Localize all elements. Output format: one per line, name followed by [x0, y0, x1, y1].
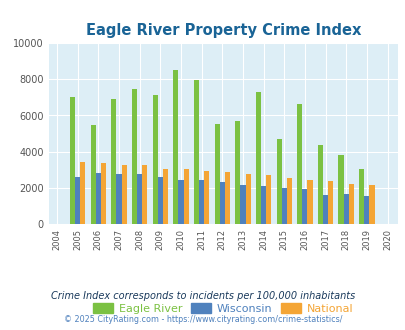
Bar [327, 181, 333, 224]
Bar [178, 180, 183, 224]
Bar [75, 177, 80, 224]
Bar [90, 124, 96, 224]
Bar [162, 169, 168, 224]
Bar [240, 185, 245, 224]
Bar [173, 70, 178, 224]
Bar [116, 174, 121, 224]
Bar [214, 124, 219, 224]
Bar [142, 165, 147, 224]
Bar [224, 172, 230, 224]
Bar [348, 183, 353, 224]
Bar [219, 182, 224, 224]
Bar [266, 176, 271, 224]
Bar [204, 171, 209, 224]
Bar [157, 177, 162, 224]
Bar [100, 163, 106, 224]
Bar [234, 121, 240, 224]
Bar [111, 99, 116, 224]
Bar [307, 180, 312, 224]
Bar [152, 95, 157, 224]
Bar [70, 97, 75, 224]
Bar [338, 155, 343, 224]
Bar [281, 188, 286, 224]
Bar [296, 104, 302, 224]
Bar [255, 92, 260, 224]
Bar [369, 185, 374, 224]
Bar [302, 189, 307, 224]
Bar [80, 162, 85, 224]
Bar [358, 169, 363, 224]
Bar [96, 173, 100, 224]
Bar [343, 193, 348, 224]
Bar [137, 175, 142, 224]
Text: © 2025 CityRating.com - https://www.cityrating.com/crime-statistics/: © 2025 CityRating.com - https://www.city… [64, 315, 341, 324]
Bar [121, 164, 126, 224]
Bar [317, 145, 322, 224]
Bar [260, 186, 266, 224]
Bar [198, 180, 204, 224]
Bar [286, 178, 291, 224]
Bar [132, 89, 137, 224]
Bar [276, 139, 281, 224]
Legend: Eagle River, Wisconsin, National: Eagle River, Wisconsin, National [89, 299, 357, 318]
Text: Crime Index corresponds to incidents per 100,000 inhabitants: Crime Index corresponds to incidents per… [51, 291, 354, 301]
Bar [322, 195, 327, 224]
Bar [193, 80, 198, 224]
Bar [363, 196, 369, 224]
Title: Eagle River Property Crime Index: Eagle River Property Crime Index [85, 22, 360, 38]
Bar [245, 174, 250, 224]
Bar [183, 169, 188, 224]
